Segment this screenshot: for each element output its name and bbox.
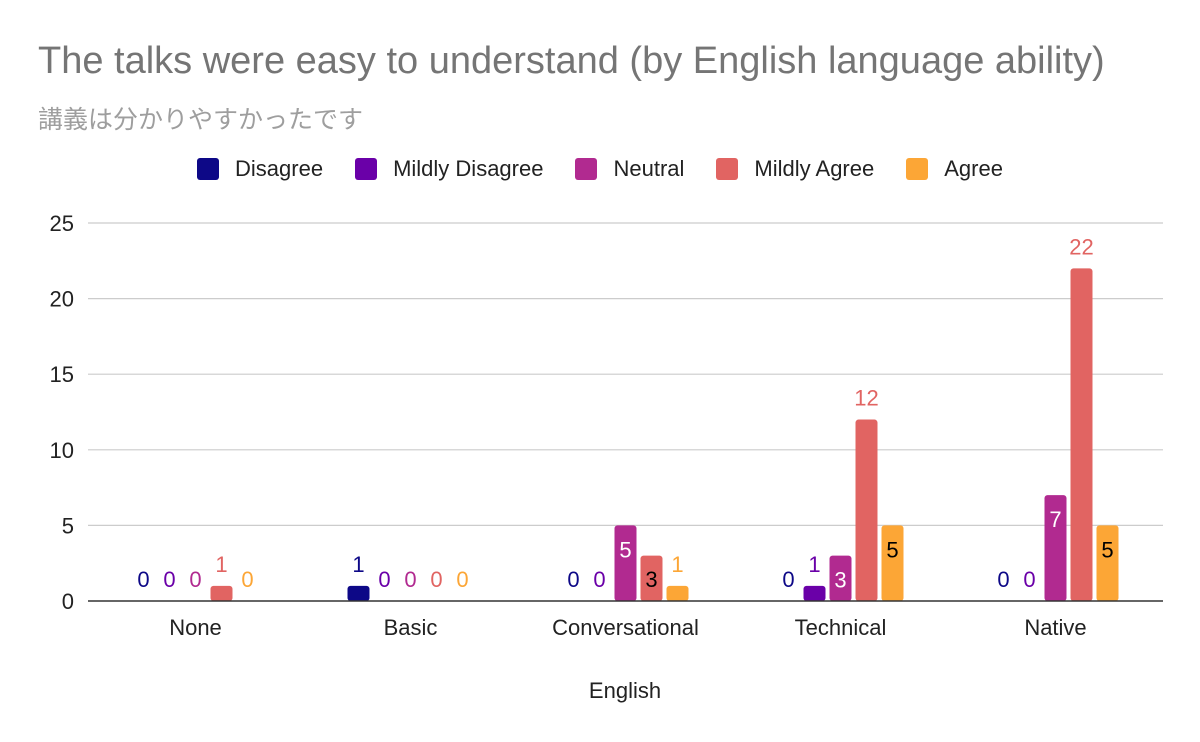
data-label: 7 xyxy=(1049,507,1061,532)
bar xyxy=(347,585,370,601)
data-label: 1 xyxy=(215,552,227,577)
bar xyxy=(829,555,852,601)
bar xyxy=(855,419,878,601)
chart-title: The talks were easy to understand (by En… xyxy=(38,40,1105,82)
legend-item-disagree: Disagree xyxy=(197,156,323,182)
data-label: 0 xyxy=(782,567,794,592)
data-label: 1 xyxy=(352,552,364,577)
bar xyxy=(1096,525,1119,601)
data-label: 3 xyxy=(834,568,846,593)
x-tick-label: Basic xyxy=(384,615,438,640)
legend-item-agree: Agree xyxy=(906,156,1003,182)
data-label: 0 xyxy=(593,567,605,592)
data-label: 5 xyxy=(619,537,631,562)
data-label: 0 xyxy=(567,567,579,592)
legend-swatch xyxy=(355,158,378,180)
legend-swatch xyxy=(575,158,598,180)
bar xyxy=(614,525,637,601)
bar xyxy=(640,555,663,601)
y-tick-label: 15 xyxy=(50,362,74,387)
bar xyxy=(1070,268,1093,601)
legend-label: Mildly Agree xyxy=(754,156,875,181)
bar xyxy=(881,525,904,601)
bar xyxy=(1044,495,1067,601)
bar xyxy=(666,585,689,601)
y-tick-label: 20 xyxy=(50,287,74,312)
data-label: 0 xyxy=(456,567,468,592)
x-axis-label: English xyxy=(589,678,661,703)
data-label: 0 xyxy=(378,567,390,592)
legend-label: Neutral xyxy=(613,156,685,181)
y-tick-label: 25 xyxy=(50,211,74,236)
legend-swatch xyxy=(197,158,220,180)
bar xyxy=(210,585,233,601)
y-tick-label: 0 xyxy=(62,589,74,614)
data-label: 0 xyxy=(163,567,175,592)
data-label: 0 xyxy=(404,567,416,592)
data-label: 0 xyxy=(430,567,442,592)
legend-item-mildly-agree: Mildly Agree xyxy=(716,156,874,182)
x-tick-label: Native xyxy=(1024,615,1086,640)
bar xyxy=(803,585,826,601)
legend-label: Disagree xyxy=(235,156,324,181)
legend-item-neutral: Neutral xyxy=(575,156,684,182)
legend-item-mildly-disagree: Mildly Disagree xyxy=(355,156,543,182)
y-tick-label: 10 xyxy=(50,438,74,463)
data-label: 0 xyxy=(997,567,1009,592)
data-label: 5 xyxy=(886,537,898,562)
x-tick-label: Conversational xyxy=(552,615,699,640)
data-label: 0 xyxy=(189,567,201,592)
legend-swatch xyxy=(716,158,739,180)
data-label: 1 xyxy=(808,552,820,577)
y-tick-label: 5 xyxy=(62,513,74,538)
data-label: 0 xyxy=(241,567,253,592)
data-label: 3 xyxy=(645,567,657,592)
x-tick-label: None xyxy=(169,615,222,640)
data-label: 1 xyxy=(671,552,683,577)
chart-legend: Disagree Mildly Disagree Neutral Mildly Agr… xyxy=(0,156,1200,182)
data-label: 22 xyxy=(1069,234,1093,259)
data-label: 5 xyxy=(1101,537,1113,562)
data-label: 0 xyxy=(1023,567,1035,592)
data-label: 12 xyxy=(854,386,878,411)
chart-subtitle: 講義は分かりやすかったです xyxy=(38,105,364,134)
data-label: 0 xyxy=(137,567,149,592)
x-tick-label: Technical xyxy=(795,615,887,640)
legend-label: Agree xyxy=(944,156,1003,181)
legend-label: Mildly Disagree xyxy=(393,156,544,181)
legend-swatch xyxy=(906,158,929,180)
